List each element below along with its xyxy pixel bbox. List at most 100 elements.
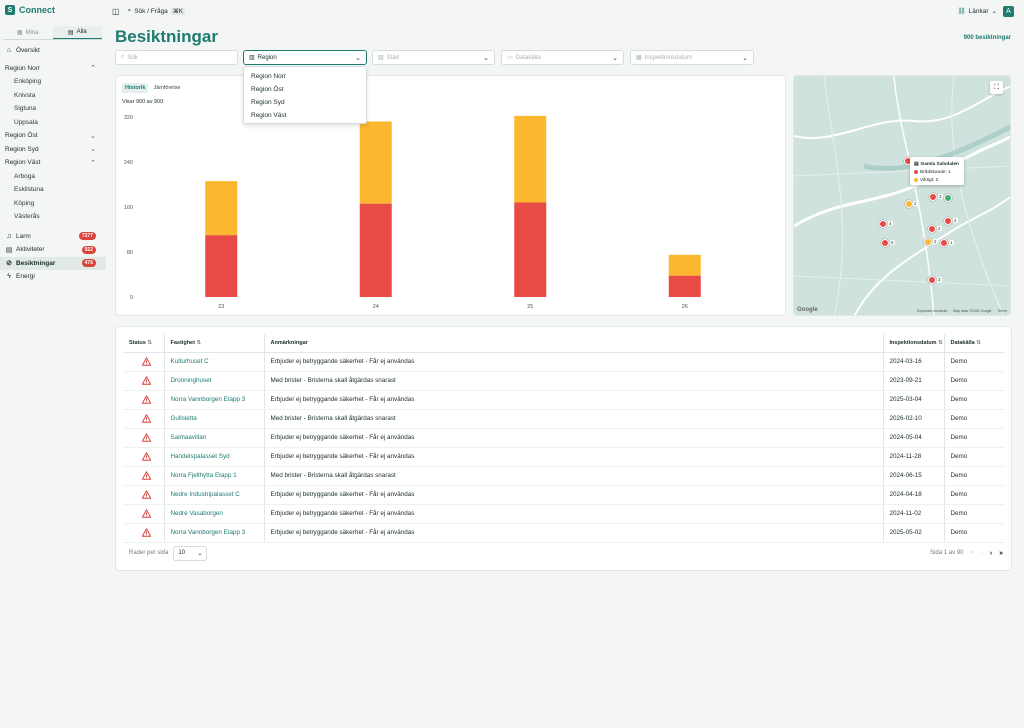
- property-link[interactable]: Nedre Industripalasset C: [163, 485, 264, 505]
- bar-segment[interactable]: [668, 275, 701, 297]
- sidebar-item-arboga[interactable]: Arboga: [0, 170, 106, 184]
- global-search[interactable]: ⌕ Sök / Fråga ⌘K: [128, 7, 185, 15]
- sidebar-toggle-icon[interactable]: ◫: [112, 6, 120, 16]
- column-header[interactable]: Fastighet ⇅: [163, 334, 264, 353]
- map-marker[interactable]: [928, 225, 936, 233]
- sidebar-item-region-väst[interactable]: Region Väst ⌃: [0, 156, 106, 170]
- table-row[interactable]: Nedre Vasaborgen Erbjuder ej betryggande …: [123, 504, 1005, 524]
- map[interactable]: ⛶ ▤ Gamla Salvdalen Brådskande: 1 Viktigt…: [793, 75, 1011, 316]
- property-link[interactable]: Norra Vannborgen Etapp 3: [163, 390, 264, 410]
- map-icon: ▥: [249, 55, 255, 61]
- map-marker[interactable]: [944, 217, 952, 225]
- scope-alla[interactable]: ▤ Alla: [52, 26, 102, 39]
- app-brand[interactable]: S Connect: [5, 5, 55, 15]
- map-marker[interactable]: [929, 193, 937, 201]
- terms-link[interactable]: Terms: [997, 309, 1007, 313]
- table-row[interactable]: Gullsletta Med brister - Bristerna skall …: [123, 409, 1005, 429]
- sidebar-item-uppsala[interactable]: Uppsala: [0, 116, 106, 130]
- bar-segment[interactable]: [514, 115, 547, 203]
- bar-segment[interactable]: [668, 254, 701, 276]
- property-link[interactable]: Norra Fjellhytta Etapp 1: [163, 466, 264, 486]
- map-marker-label: 3: [937, 277, 942, 282]
- table-row[interactable]: Saimaavillan Erbjuder ej betryggande säke…: [123, 428, 1005, 448]
- rows-per-page-select[interactable]: 10 ⌄: [173, 545, 208, 561]
- map-marker[interactable]: [940, 239, 948, 247]
- sidebar-item-aktiviteter[interactable]: ▤ Aktiviteter 922: [0, 243, 106, 257]
- search-input[interactable]: ⌕ Sök: [115, 50, 238, 65]
- sidebar-item-besiktningar[interactable]: ⊘ Besiktningar 476: [0, 256, 106, 270]
- map-marker[interactable]: [879, 220, 887, 228]
- property-link[interactable]: Norra Vannborgen Etapp 3: [163, 523, 264, 543]
- chevron-down-icon: ⌄: [483, 54, 489, 62]
- scope-mina[interactable]: ▦ Mina: [3, 26, 53, 39]
- region-option-ost[interactable]: Region Öst: [251, 86, 284, 93]
- links-menu[interactable]: ⛓ Länkar ⌄: [957, 7, 997, 16]
- bar-segment[interactable]: [205, 181, 238, 236]
- prev-page-icon[interactable]: ‹: [980, 550, 983, 556]
- table-row[interactable]: Norra Vannborgen Etapp 3 Erbjuder ej betr…: [123, 390, 1005, 410]
- first-page-icon[interactable]: «: [970, 550, 974, 556]
- sidebar-item-enköping[interactable]: Enköping: [0, 75, 106, 89]
- sidebar-item-översikt[interactable]: ⌂ Översikt: [0, 44, 106, 58]
- sidebar-nav: ⌂ Översikt Region Norr ⌃ Enköping Knivsta Sigt…: [0, 44, 106, 284]
- fullscreen-icon[interactable]: ⛶: [990, 81, 1003, 94]
- warning-icon: [141, 395, 151, 404]
- table-row[interactable]: Norra Vannborgen Etapp 3 Erbjuder ej betr…: [123, 523, 1005, 543]
- date-select[interactable]: ▦ Inspektionsdatum ⌄: [630, 50, 754, 65]
- bar-segment[interactable]: [205, 235, 238, 297]
- property-link[interactable]: Saimaavillan: [163, 428, 264, 448]
- column-header-label: Datakälla: [950, 339, 975, 346]
- next-page-icon[interactable]: ›: [989, 549, 993, 557]
- property-link[interactable]: Nedre Vasaborgen: [163, 504, 264, 524]
- region-select[interactable]: ▥ Region ⌄: [243, 50, 367, 65]
- map-marker[interactable]: [905, 200, 913, 208]
- table-row[interactable]: Norra Fjellhytta Etapp 1 Med brister - Br…: [123, 466, 1005, 486]
- region-option-syd[interactable]: Region Syd: [251, 99, 285, 106]
- property-link[interactable]: Kulturhuset C: [163, 352, 264, 372]
- bar-segment[interactable]: [514, 202, 547, 298]
- map-marker[interactable]: [924, 238, 932, 246]
- bar-segment[interactable]: [359, 121, 392, 204]
- column-header[interactable]: Inspektionsdatum ⇅: [882, 334, 944, 353]
- column-header[interactable]: Datakälla ⇅: [943, 334, 1005, 353]
- date-cell: 2025-03-04: [882, 390, 944, 410]
- avatar[interactable]: A: [1003, 5, 1014, 17]
- region-option-vast[interactable]: Region Väst: [251, 112, 287, 119]
- date-cell: 2024-05-04: [882, 428, 944, 448]
- sidebar-item-region-norr[interactable]: Region Norr ⌃: [0, 62, 106, 76]
- y-tick-label: 320: [124, 115, 133, 121]
- sidebar-item-köping[interactable]: Köping: [0, 197, 106, 211]
- sidebar-item-energi[interactable]: ϟ Energi: [0, 270, 106, 284]
- region-option-norr[interactable]: Region Norr: [251, 73, 287, 80]
- sidebar-item-knivsta[interactable]: Knivsta: [0, 89, 106, 103]
- table-row[interactable]: Kulturhuset C Erbjuder ej betryggande säk…: [123, 352, 1005, 372]
- column-header[interactable]: Status ⇅: [123, 334, 164, 353]
- sidebar-item-västerås[interactable]: Västerås: [0, 210, 106, 224]
- table-row[interactable]: Nedre Industripalasset C Erbjuder ej betr…: [123, 485, 1005, 505]
- property-link[interactable]: Gullsletta: [163, 409, 264, 429]
- map-marker-label: 3: [938, 194, 943, 199]
- sidebar-item-larm[interactable]: ♫ Larm 7377: [0, 230, 106, 244]
- table-row[interactable]: Dronninghuset Med brister - Bristerna ska…: [123, 371, 1005, 391]
- source-cell: Demo: [943, 466, 1005, 486]
- tab-jamforelse[interactable]: Jämförelse: [153, 85, 181, 91]
- city-select[interactable]: ▥ Stad ⌄: [372, 50, 495, 65]
- property-link[interactable]: Dronninghuset: [163, 371, 264, 391]
- table-row[interactable]: Handelspalasset Syd Erbjuder ej betryggan…: [123, 447, 1005, 467]
- map-marker[interactable]: [928, 276, 936, 284]
- sidebar-item-region-syd[interactable]: Region Syd ⌄: [0, 143, 106, 157]
- sidebar-item-eskilstuna[interactable]: Eskilstuna: [0, 183, 106, 197]
- column-header[interactable]: Anmärkningar: [263, 334, 883, 353]
- chart-card: Historik Jämförelse Visar 900 av 900 0 80…: [115, 75, 786, 316]
- sidebar-item-sigtuna[interactable]: Sigtuna: [0, 102, 106, 116]
- source-select[interactable]: ▭ Datakälla ⌄: [501, 50, 624, 65]
- sidebar-item-region-öst[interactable]: Region Öst ⌄: [0, 129, 106, 143]
- map-marker[interactable]: [881, 239, 889, 247]
- sidebar-item-label: Region Norr: [5, 64, 41, 72]
- tab-historik[interactable]: Historik: [122, 83, 149, 93]
- last-page-icon[interactable]: »: [999, 549, 1003, 557]
- keyboard-shortcuts-link[interactable]: Keyboard shortcuts: [917, 309, 948, 313]
- property-link[interactable]: Handelspalasset Syd: [163, 447, 264, 467]
- bar-segment[interactable]: [359, 203, 392, 297]
- map-marker[interactable]: [944, 194, 952, 202]
